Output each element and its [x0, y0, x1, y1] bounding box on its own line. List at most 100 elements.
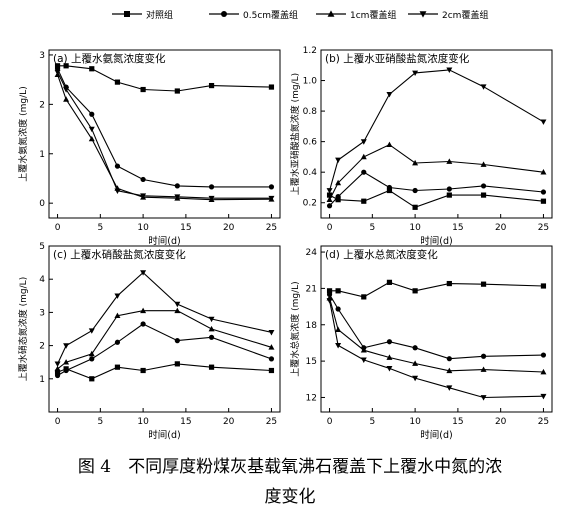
series-line [329, 297, 544, 373]
y-tick-label: 24 [306, 248, 318, 258]
data-point [114, 293, 121, 299]
x-axis-label: 时间(d) [420, 235, 452, 247]
data-point [412, 345, 418, 351]
x-tick-label: 10 [137, 417, 149, 427]
data-point [326, 203, 333, 209]
y-axis-label: 上覆水氨氮浓度 (mg/L) [17, 86, 29, 181]
data-point [540, 352, 547, 358]
series-3 [326, 294, 547, 375]
x-tick-label: 0 [55, 223, 61, 233]
x-tick-label: 0 [327, 223, 333, 233]
y-tick-label: 0.2 [303, 199, 317, 209]
y-tick-label: 3 [39, 51, 45, 61]
data-point [412, 70, 419, 77]
data-point [140, 176, 146, 183]
x-tick-label: 5 [369, 223, 375, 233]
series-4 [326, 67, 547, 194]
panel-b: 0 5 10 15 20 25 0.2 0.4 0.6 0.8 1.0 1.2 (b) 上覆水亚硝酸盐氮… [289, 46, 553, 247]
data-point [140, 86, 146, 93]
series-line [329, 281, 544, 298]
data-point [63, 63, 69, 69]
data-point [208, 316, 215, 323]
data-point [412, 375, 419, 382]
data-point [360, 153, 367, 160]
data-point [140, 193, 147, 199]
data-point [63, 367, 69, 374]
plot-frame [320, 245, 553, 413]
data-point [446, 67, 453, 73]
data-point [174, 194, 181, 200]
legend-item-3: 1cm覆盖组 [316, 9, 396, 21]
series-line [57, 310, 272, 370]
x-tick-label: 20 [223, 417, 235, 427]
y-tick-label: 21 [306, 284, 317, 294]
data-point [88, 350, 95, 357]
series-4 [326, 298, 547, 401]
data-point [480, 366, 487, 372]
series-2 [54, 66, 275, 190]
legend-label: 1cm覆盖组 [350, 9, 396, 21]
series-line [329, 171, 544, 207]
data-point [208, 334, 215, 340]
panel-title: (d) 上覆水总氮浓度变化 [325, 248, 438, 261]
x-tick-label: 15 [452, 417, 463, 427]
data-point [174, 88, 180, 94]
y-tick-label: 1 [39, 375, 45, 385]
data-point [54, 365, 61, 372]
series-line [329, 300, 544, 399]
x-tick-label: 5 [97, 417, 103, 427]
data-point [335, 194, 341, 200]
data-point [54, 361, 61, 367]
series-line [329, 189, 544, 208]
series-3 [54, 307, 275, 372]
y-tick-label: 18 [306, 321, 318, 331]
data-point [268, 184, 275, 190]
data-point [335, 197, 341, 203]
data-point [54, 69, 61, 76]
data-point [114, 188, 121, 194]
data-point [89, 66, 95, 72]
y-axis-label: 上覆水硝态氮浓度 (mg/L) [17, 277, 29, 381]
data-point [386, 339, 393, 345]
series-2 [326, 291, 547, 362]
x-tick-label: 20 [495, 223, 507, 233]
series-line [57, 363, 272, 380]
data-point [268, 367, 275, 374]
data-point [268, 356, 275, 362]
legend-item-1: 对照组 [112, 9, 173, 21]
data-point [114, 79, 121, 85]
data-point [114, 364, 121, 370]
data-point [386, 354, 393, 360]
plot-frame [320, 49, 553, 219]
x-tick-label: 10 [409, 223, 421, 233]
series-line [57, 71, 272, 199]
data-point [54, 372, 61, 379]
x-axis-label: 时间(d) [420, 429, 452, 441]
data-point [386, 187, 393, 194]
y-tick-label: 5 [39, 242, 45, 252]
legend-marker [221, 11, 227, 17]
series-line [57, 68, 272, 188]
data-point [540, 119, 547, 125]
panel-title: (b) 上覆水亚硝酸盐氮浓度变化 [325, 52, 470, 65]
series-2 [54, 321, 275, 379]
data-point [89, 376, 95, 382]
data-point [140, 270, 147, 276]
data-point [360, 347, 367, 353]
data-point [268, 329, 275, 336]
data-point [386, 279, 393, 285]
data-point [54, 369, 61, 375]
data-point [386, 184, 393, 191]
data-point [208, 195, 215, 202]
data-point [335, 288, 341, 294]
data-point [268, 84, 275, 90]
data-point [335, 343, 342, 349]
legend-label: 0.5cm覆盖组 [243, 9, 298, 21]
data-point [480, 84, 487, 90]
x-axis-label: 时间(d) [148, 429, 180, 441]
data-point [361, 169, 367, 175]
